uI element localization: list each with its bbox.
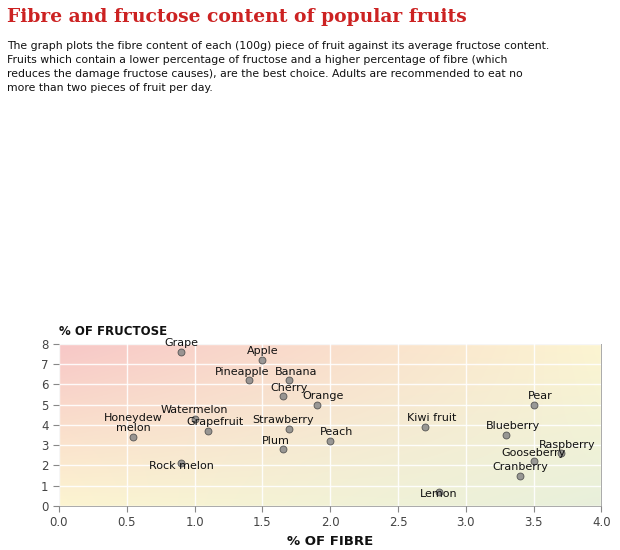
Text: Rock melon: Rock melon [149,460,213,470]
Text: Pineapple: Pineapple [215,367,269,377]
Text: Kiwi fruit: Kiwi fruit [407,413,456,424]
Text: Apple: Apple [247,346,278,356]
Text: Fibre and fructose content of popular fruits: Fibre and fructose content of popular fr… [7,8,467,26]
Text: Grape: Grape [164,338,198,348]
Text: Lemon: Lemon [420,489,458,499]
Text: Cranberry: Cranberry [492,462,548,472]
X-axis label: % OF FIBRE: % OF FIBRE [287,535,373,548]
Text: Gooseberry: Gooseberry [502,448,565,458]
Text: Banana: Banana [275,367,317,377]
Text: Honeydew
melon: Honeydew melon [104,412,163,433]
Text: Blueberry: Blueberry [486,421,541,431]
Text: Grapefruit: Grapefruit [186,417,244,427]
Text: % OF FRUCTOSE: % OF FRUCTOSE [59,325,167,338]
Text: Plum: Plum [262,436,290,446]
Text: Strawberry: Strawberry [252,415,314,425]
Text: Cherry: Cherry [271,383,308,393]
Text: Pear: Pear [528,391,553,401]
Text: The graph plots the fibre content of each (100g) piece of fruit against its aver: The graph plots the fibre content of eac… [7,41,550,94]
Text: Watermelon: Watermelon [161,405,228,415]
Text: Orange: Orange [303,391,344,401]
Text: Peach: Peach [321,427,353,437]
Text: Raspberry: Raspberry [539,439,596,449]
